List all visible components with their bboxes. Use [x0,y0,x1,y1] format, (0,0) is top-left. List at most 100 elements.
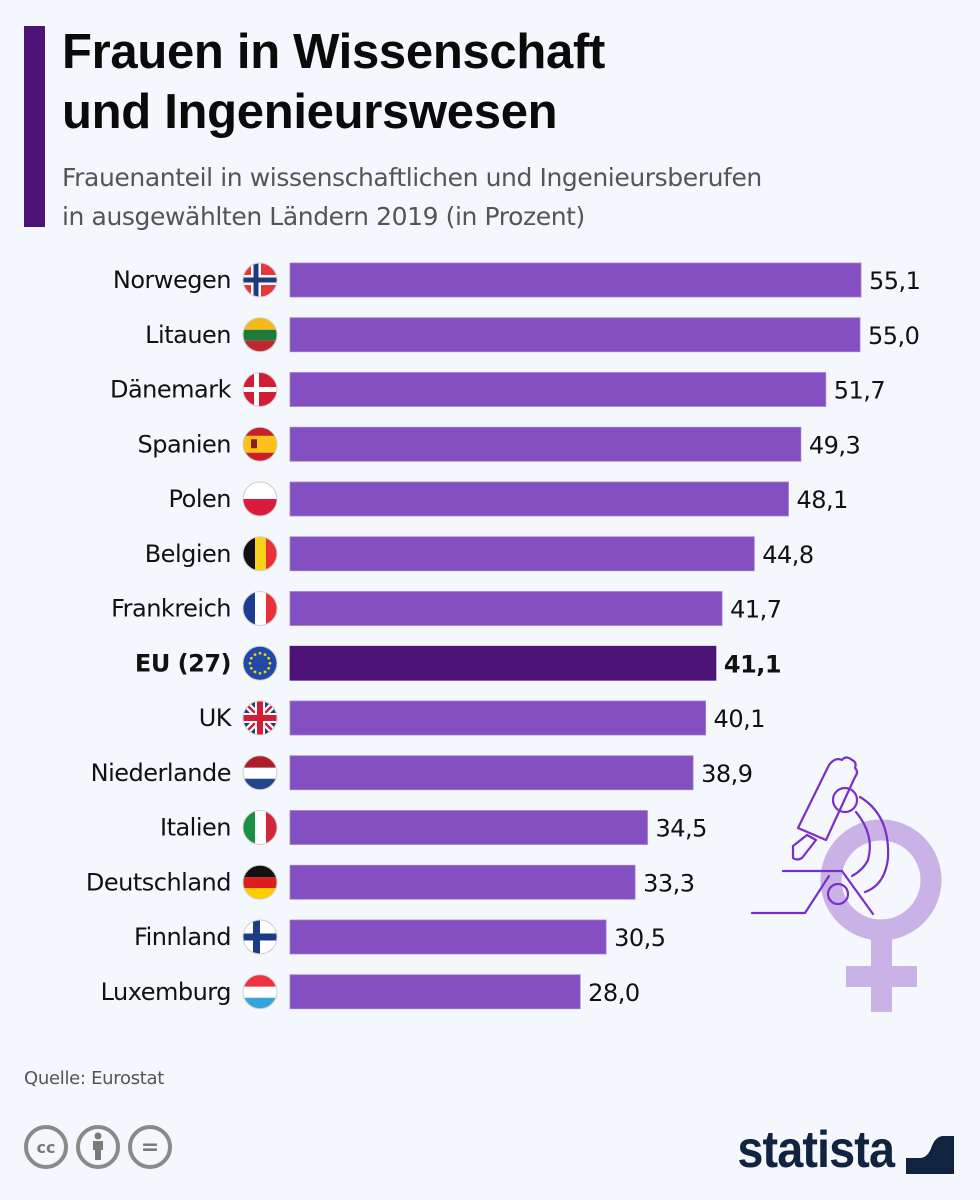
title-line-2: und Ingenieurswesen [62,85,558,139]
source-note: Quelle: Eurostat [24,1068,165,1089]
bar-row: Niederlande 38,9 [91,755,753,791]
category-label: EU (27) [135,649,231,677]
value-label: 41,7 [730,596,781,624]
flag-border [242,919,278,955]
value-label: 41,1 [724,650,781,678]
value-label: 28,0 [588,979,639,1007]
bar-row: EU (27) 41,1 [135,645,782,681]
bar [289,974,581,1010]
flag-border [242,864,278,900]
category-label: Dänemark [110,376,232,404]
flag-eu-icon [243,646,277,681]
flag-spain-icon [243,427,277,462]
cc-icon[interactable]: cc [24,1125,68,1169]
flag-border [242,755,278,791]
flag-netherlands-icon [243,755,277,790]
flag-poland-icon [243,482,277,516]
flag-norway-icon [243,263,277,297]
logo-text: statista [737,1121,895,1179]
flag-germany-icon [243,865,277,900]
bar [289,372,827,407]
bar-row: Deutschland 33,3 [86,864,695,900]
category-label: Frankreich [111,595,231,623]
flag-italy-icon [243,810,277,845]
attribution-icon[interactable] [76,1125,120,1169]
value-label: 40,1 [714,705,765,733]
bar-row: Italien 34,5 [160,810,707,845]
bar [289,262,862,298]
value-label: 38,9 [701,760,752,788]
value-label: 33,3 [643,869,694,897]
subtitle-line-2: in ausgewählten Ländern 2019 (in Prozent… [62,202,585,231]
bar-row: Frankreich 41,7 [111,591,782,626]
bar [289,919,607,955]
statista-mark-icon [906,1126,954,1174]
value-label: 49,3 [809,431,860,459]
bar-row: Luxemburg 28,0 [101,974,640,1010]
flag-border [242,536,278,572]
bar [289,317,861,353]
bar-row: Spanien 49,3 [137,426,861,462]
title-line-1: Frauen in Wissenschaft [62,25,605,79]
value-label: 44,8 [762,541,813,569]
flag-border [242,317,278,353]
statista-logo[interactable]: statista [720,1124,954,1176]
category-label: Litauen [145,321,231,349]
value-label: 30,5 [614,924,665,952]
category-label: Finnland [134,923,231,951]
bar-row: Dänemark 51,7 [110,372,886,407]
flag-border [242,426,278,462]
chart-title: Frauen in Wissenschaft und Ingenieurswes… [62,22,942,142]
bar-row: Litauen 55,0 [145,317,920,353]
no-derivatives-icon[interactable]: = [128,1125,172,1169]
value-label: 55,1 [869,267,920,295]
bar [289,700,707,736]
flag-border [242,974,278,1010]
value-label: 55,0 [868,322,919,350]
flag-border [242,262,278,298]
bar [289,426,802,462]
flag-denmark-icon [243,372,277,407]
value-label: 34,5 [656,815,707,843]
flag-lithuania-icon [243,317,277,352]
category-label: Norwegen [113,266,231,294]
chart-subtitle: Frauenanteil in wissenschaftlichen und I… [62,158,962,236]
bar [289,645,717,681]
flag-border [242,810,278,845]
flag-luxembourg-icon [243,974,277,1009]
flag-finland-icon [243,920,277,954]
flag-border [242,591,278,626]
accent-bar [24,26,45,227]
flag-border [242,481,278,517]
category-label: Niederlande [91,759,231,787]
flag-border [242,645,278,681]
flag-border [242,700,278,736]
bar [289,755,694,791]
bar [289,591,723,626]
bar [289,864,636,900]
flag-border [242,372,278,407]
microscope-female-symbol-icon [750,756,942,1012]
value-label: 48,1 [796,486,847,514]
bar [289,536,755,572]
bar-row: UK 40,1 [199,700,765,736]
subtitle-line-1: Frauenanteil in wissenschaftlichen und I… [62,163,762,192]
category-label: Belgien [145,540,231,568]
bar-row: Belgien 44,8 [145,536,814,572]
category-label: Luxemburg [101,978,231,1006]
flag-belgium-icon [243,536,277,571]
bar-row: Polen 48,1 [169,481,848,517]
bar-row: Norwegen 55,1 [113,262,921,298]
flag-uk-icon [243,701,277,735]
category-label: Italien [160,814,231,842]
bar-row: Finnland 30,5 [134,919,666,955]
value-label: 51,7 [834,377,885,405]
license-icons: cc = [24,1125,172,1169]
category-label: UK [199,704,233,732]
bar [289,810,648,845]
flag-france-icon [243,591,277,626]
bars-layer: Norwegen 55,1 Litauen 55,0 Dänemark 51,7 Spani… [86,262,921,1010]
bar [289,481,789,517]
category-label: Spanien [137,430,231,458]
